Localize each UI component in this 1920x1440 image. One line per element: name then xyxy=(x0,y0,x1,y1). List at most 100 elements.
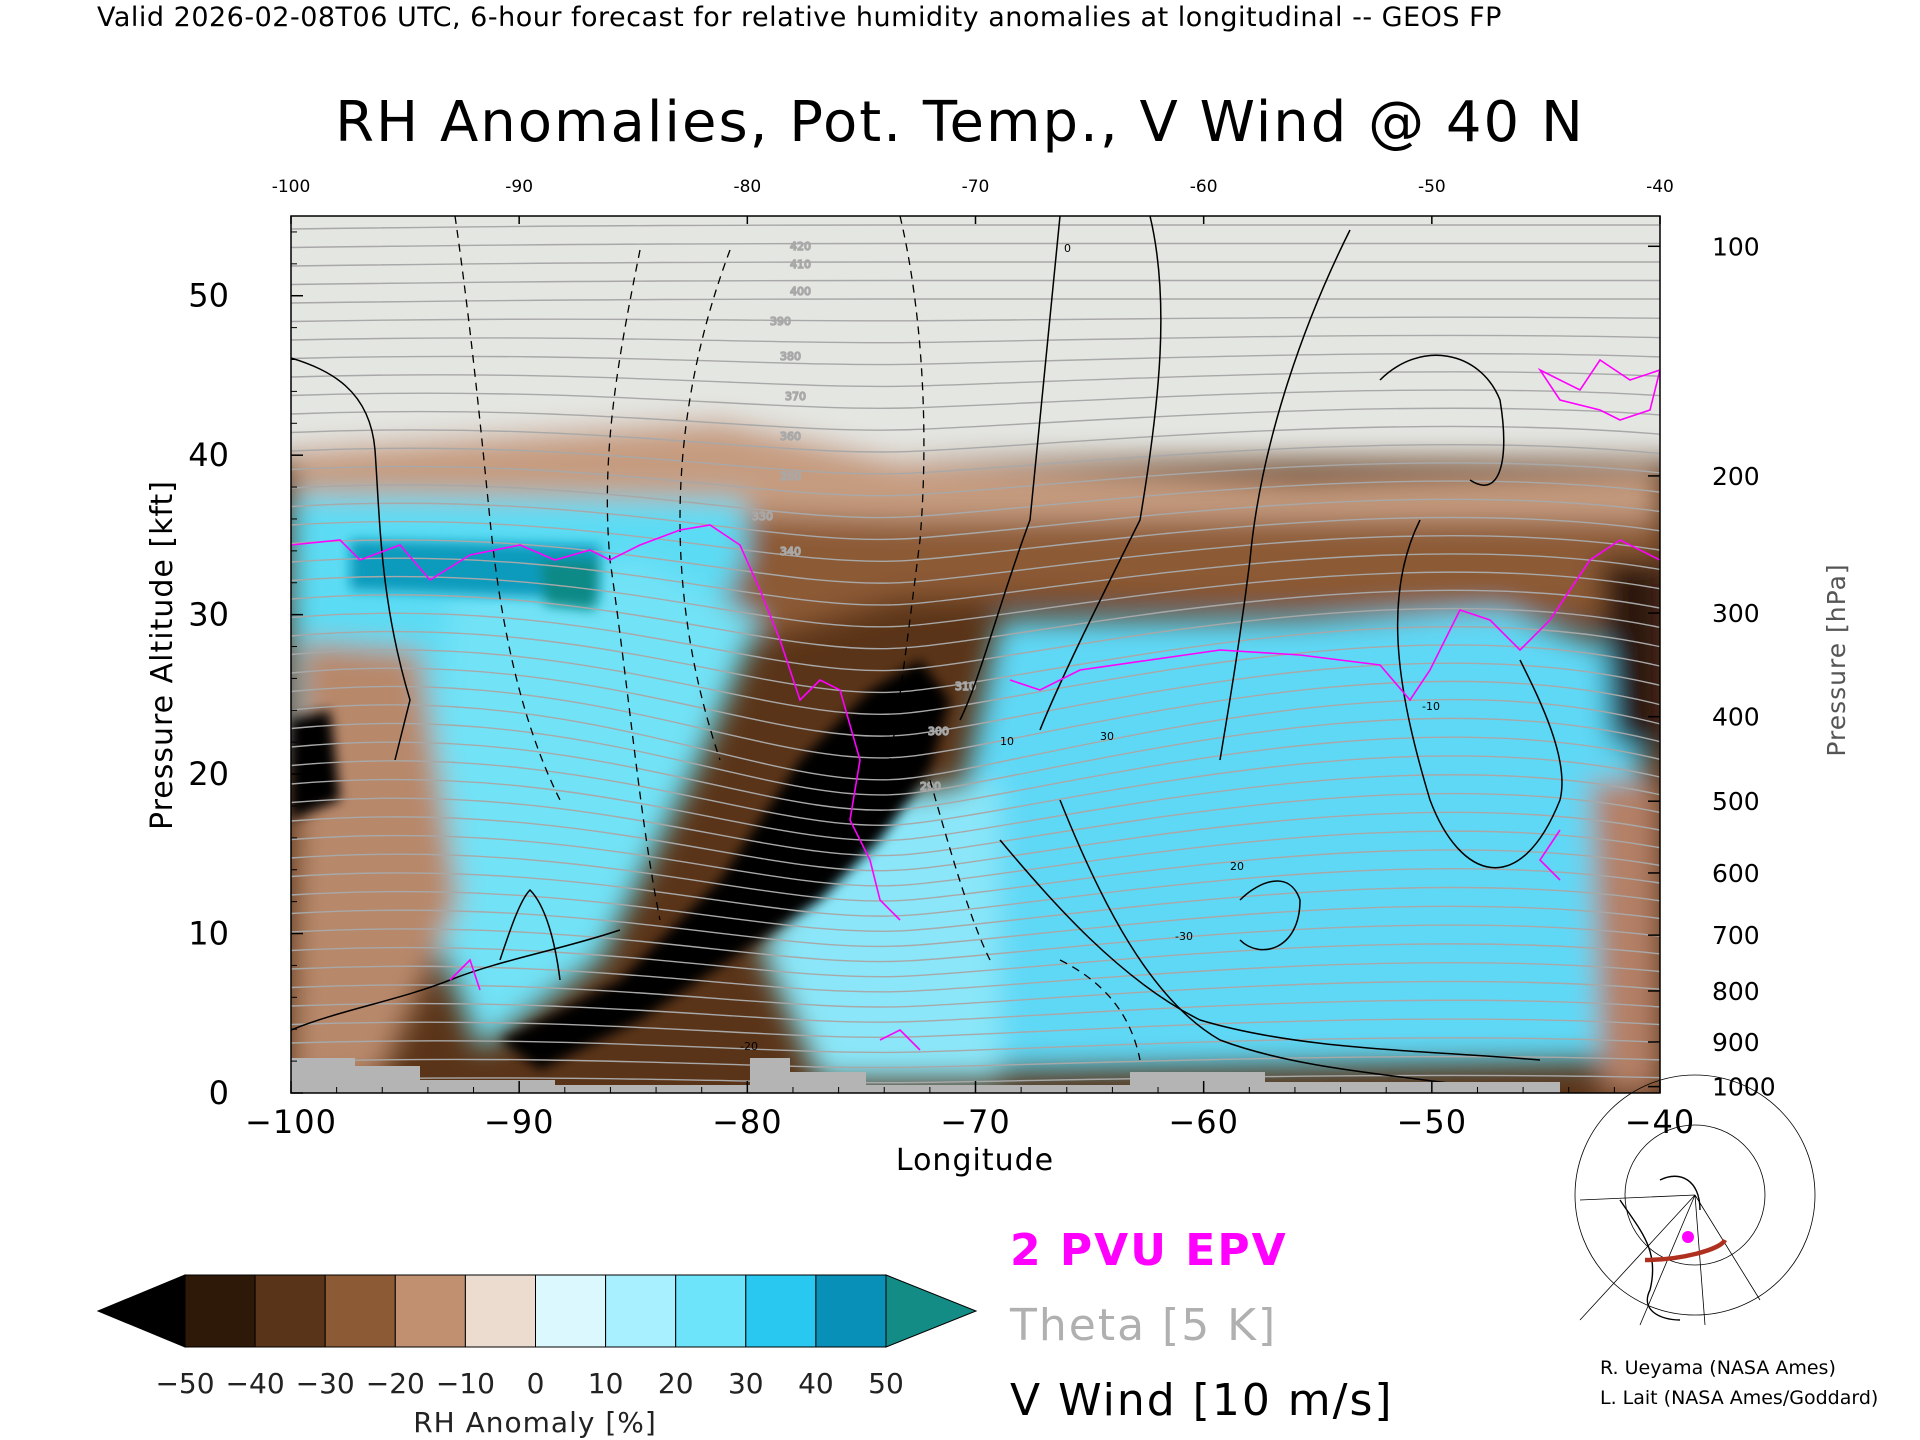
colorbar-swatch xyxy=(535,1274,607,1348)
colorbar-tick-label: 0 xyxy=(527,1367,545,1400)
v-wind-contour xyxy=(889,216,925,761)
theta-contour-label: 300 xyxy=(928,725,949,738)
top-tick-label: -90 xyxy=(505,177,533,197)
pressure-tick-label: 900 xyxy=(1712,1028,1760,1057)
colorbar-tick-label: 40 xyxy=(798,1367,834,1400)
pressure-tick-label: 400 xyxy=(1712,703,1760,732)
theta-contour xyxy=(291,1055,1660,1069)
theta-contour xyxy=(291,425,1660,453)
top-tick-label: -40 xyxy=(1646,177,1674,197)
theta-contour xyxy=(291,849,1660,902)
legend-theta: Theta [5 K] xyxy=(1010,1300,1278,1351)
v-wind-contour xyxy=(291,357,411,761)
colorbar-swatch xyxy=(815,1274,887,1348)
theta-contour xyxy=(291,999,1660,1023)
epv-contour-segment xyxy=(291,524,901,921)
v-wind-contours: 0 10 -10 30 -30 20 -20 xyxy=(291,216,1563,1091)
colorbar-max-arrow xyxy=(885,1274,978,1348)
pressure-tick-label: 1000 xyxy=(1712,1073,1776,1102)
theta-contour xyxy=(291,698,1660,781)
theta-contour-label: 330 xyxy=(752,510,773,523)
colorbar-tick-label: −40 xyxy=(226,1367,285,1400)
theta-contour xyxy=(291,811,1660,872)
x-tick-label: −70 xyxy=(940,1103,1011,1141)
colorbar-swatch xyxy=(254,1274,326,1348)
theta-contour xyxy=(291,905,1660,948)
v-wind-contour xyxy=(959,216,1061,721)
theta-contour-label: 340 xyxy=(780,545,801,558)
y-tick-label: 40 xyxy=(188,436,229,474)
theta-contour-label: 380 xyxy=(780,350,801,363)
colorbar-tick-label: −20 xyxy=(366,1367,425,1400)
epv-contour-segment xyxy=(449,958,481,991)
epv-contour-segment xyxy=(1538,829,1561,881)
epv-contour-segment xyxy=(1537,358,1660,421)
top-tick-label: -80 xyxy=(733,177,761,197)
theta-contour xyxy=(291,736,1660,811)
v-wind-contour xyxy=(1379,354,1505,486)
y-tick-label: 50 xyxy=(188,277,229,315)
epv-contour-segment xyxy=(1009,539,1660,702)
inset-location-marker xyxy=(1682,1231,1694,1243)
colorbar-tick-label: 50 xyxy=(868,1367,904,1400)
y2-axis-label: Pressure [hPa] xyxy=(1822,563,1851,756)
v-wind-contour xyxy=(1059,959,1141,1061)
theta-contour xyxy=(291,443,1660,475)
pressure-tick-label: 200 xyxy=(1712,462,1760,491)
legend-epv: 2 PVU EPV xyxy=(1010,1225,1288,1276)
v-wind-contour xyxy=(1219,229,1351,761)
colorbar-tick-label: −10 xyxy=(436,1367,495,1400)
colorbar-swatch xyxy=(184,1274,256,1348)
v-wind-contour xyxy=(679,249,731,761)
theta-contour xyxy=(291,242,1660,249)
pressure-tick-label: 100 xyxy=(1712,232,1760,261)
colorbar-swatch xyxy=(675,1274,747,1348)
colorbar-min-arrow xyxy=(96,1274,186,1348)
colorbar-swatch xyxy=(394,1274,466,1348)
theta-contour xyxy=(291,298,1660,304)
colorbar-label: RH Anomaly [%] xyxy=(413,1406,657,1439)
theta-contour xyxy=(291,886,1660,933)
theta-contour xyxy=(291,943,1660,978)
v-wind-contour-label: 20 xyxy=(1230,860,1244,873)
theta-contour xyxy=(291,1018,1660,1038)
topography xyxy=(291,1058,1560,1093)
pressure-tick-label: 500 xyxy=(1712,787,1760,816)
theta-contour xyxy=(291,498,1660,541)
v-wind-contour-label: 30 xyxy=(1100,730,1114,743)
v-wind-contour xyxy=(929,779,991,961)
y-axis-label: Pressure Altitude [kft] xyxy=(145,480,180,830)
pressure-tick-label: 600 xyxy=(1712,859,1760,888)
theta-contour-label: 420 xyxy=(790,240,811,253)
theta-contour xyxy=(291,589,1660,650)
pressure-tick-label: 800 xyxy=(1712,977,1760,1006)
epv-contour-segment xyxy=(879,1029,921,1051)
colorbar-tick-label: 10 xyxy=(588,1367,624,1400)
theta-contour xyxy=(291,571,1660,628)
legend-v-wind: V Wind [10 m/s] xyxy=(1010,1375,1394,1426)
y-tick-label: 30 xyxy=(188,596,229,634)
v-wind-contour-label: -30 xyxy=(1175,930,1193,943)
colorbar: −50 −40 −30 −20 −10 0 10 20 30 40 50 RH Anomaly [%] xyxy=(96,1274,978,1439)
theta-contour xyxy=(291,1074,1660,1084)
y-tick-label: 10 xyxy=(188,915,229,953)
colorbar-swatch xyxy=(605,1274,677,1348)
v-wind-contour-label: 10 xyxy=(1000,735,1014,748)
theta-contour xyxy=(291,261,1660,267)
inset-graticule xyxy=(1574,1074,1816,1326)
theta-contour xyxy=(291,662,1660,737)
theta-contour-label: 350 xyxy=(780,470,801,483)
colorbar-swatch xyxy=(745,1274,817,1348)
colorbar-tick-label: 30 xyxy=(728,1367,764,1400)
theta-contour xyxy=(291,1037,1660,1054)
v-wind-contour-label: -10 xyxy=(1422,700,1440,713)
x-tick-label: −60 xyxy=(1168,1103,1239,1141)
theta-contour xyxy=(291,680,1660,759)
theta-contour xyxy=(291,516,1660,563)
theta-contour xyxy=(291,316,1660,323)
epv-2pvu-contour xyxy=(291,358,1660,1051)
theta-contour xyxy=(291,867,1660,917)
v-wind-contour xyxy=(1039,216,1162,731)
theta-contour xyxy=(291,792,1660,857)
